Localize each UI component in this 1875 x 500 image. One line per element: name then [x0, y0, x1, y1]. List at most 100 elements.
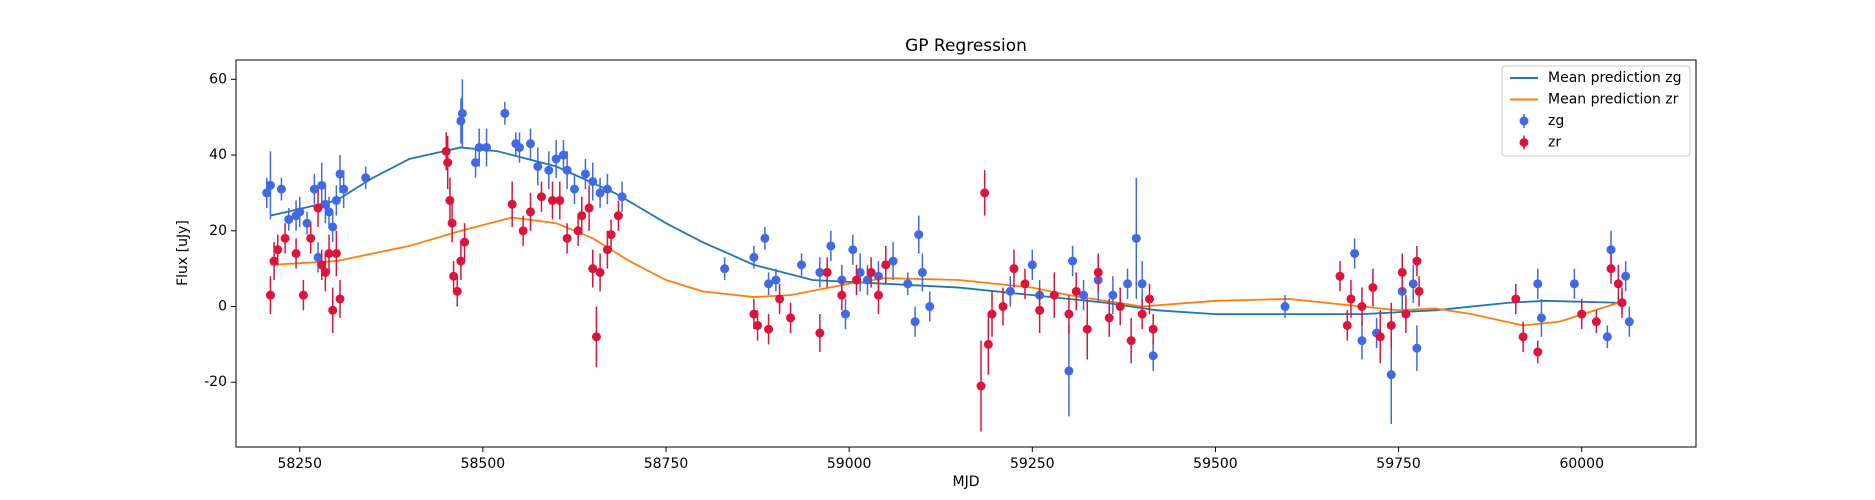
data-point [1064, 309, 1074, 319]
data-point [317, 260, 327, 270]
data-point [474, 142, 484, 152]
data-point [1386, 320, 1396, 330]
data-point [460, 237, 470, 247]
data-point [1115, 302, 1125, 312]
data-point [1533, 279, 1543, 289]
y-tick-label: 0 [218, 299, 227, 315]
data-point [1350, 249, 1360, 258]
data-point [1606, 264, 1616, 274]
data-point [1613, 279, 1623, 289]
data-point [1375, 332, 1385, 342]
x-tick-label: 58500 [461, 456, 506, 472]
data-point [482, 142, 492, 152]
data-point [764, 324, 774, 334]
data-point [1280, 302, 1290, 312]
data-point [888, 256, 898, 266]
data-point [262, 188, 272, 198]
data-point [1049, 290, 1059, 300]
data-point [320, 267, 330, 277]
data-point [910, 317, 920, 327]
data-point [507, 199, 517, 209]
data-point [873, 290, 883, 300]
data-point [1408, 279, 1418, 289]
data-point [525, 139, 535, 149]
x-tick-label: 59750 [1376, 456, 1421, 472]
legend-swatch [1519, 116, 1529, 126]
data-point [443, 158, 453, 168]
data-point [749, 252, 759, 262]
data-point [324, 249, 334, 258]
y-tick-label: -20 [204, 374, 227, 390]
data-point [361, 173, 371, 183]
data-point [1569, 279, 1579, 289]
data-point [452, 286, 462, 296]
data-point [1335, 271, 1345, 281]
data-point [595, 188, 605, 198]
data-point [1068, 256, 1078, 266]
data-point [797, 260, 807, 270]
x-tick-label: 59250 [1010, 456, 1055, 472]
data-point [1401, 309, 1411, 319]
data-point [1536, 313, 1546, 323]
data-point [471, 158, 481, 168]
data-point [573, 226, 583, 236]
data-point [302, 218, 312, 228]
data-point [826, 241, 836, 251]
data-point [1079, 290, 1089, 300]
data-point [1064, 366, 1074, 376]
legend-label: zr [1548, 135, 1561, 151]
data-point [265, 290, 275, 300]
x-tick-label: 58750 [644, 456, 689, 472]
data-point [313, 203, 323, 213]
data-point [1108, 290, 1118, 300]
data-point [1137, 309, 1147, 319]
x-tick-label: 59500 [1193, 456, 1238, 472]
data-point [515, 142, 525, 152]
data-point [1412, 256, 1422, 266]
x-tick-label: 58250 [277, 456, 322, 472]
legend-label: Mean prediction zr [1548, 92, 1679, 108]
data-point [335, 169, 345, 179]
data-point [815, 267, 825, 277]
data-point [544, 165, 554, 175]
data-point [617, 192, 627, 202]
data-point [536, 192, 546, 202]
data-point [881, 260, 891, 270]
data-point [1148, 324, 1158, 334]
data-point [547, 195, 557, 205]
data-point [309, 184, 319, 194]
data-point [1071, 286, 1081, 296]
data-point [331, 249, 341, 258]
data-point [1005, 286, 1015, 296]
data-point [987, 309, 997, 319]
data-point [280, 233, 290, 243]
chart-title: GP Regression [905, 36, 1027, 56]
data-point [822, 267, 832, 277]
data-point [1511, 294, 1521, 304]
data-point [1082, 324, 1092, 334]
data-point [1412, 343, 1422, 353]
data-point [595, 267, 605, 277]
data-point [324, 207, 334, 217]
x-axis-label: MJD [953, 474, 980, 490]
y-tick-label: 60 [209, 71, 227, 87]
data-point [331, 195, 341, 205]
data-point [753, 320, 763, 330]
data-point [914, 230, 924, 240]
data-point [1009, 264, 1019, 274]
data-point [925, 302, 935, 312]
data-point [457, 108, 467, 118]
data-point [983, 339, 993, 349]
data-point [976, 381, 986, 391]
data-point [533, 161, 543, 171]
mean-line [270, 146, 1619, 315]
data-point [1027, 260, 1037, 270]
data-point [1137, 279, 1147, 289]
data-point [1123, 279, 1133, 289]
data-point [855, 267, 865, 277]
data-point [584, 203, 594, 213]
data-point [1577, 309, 1587, 319]
data-point [1606, 245, 1616, 255]
